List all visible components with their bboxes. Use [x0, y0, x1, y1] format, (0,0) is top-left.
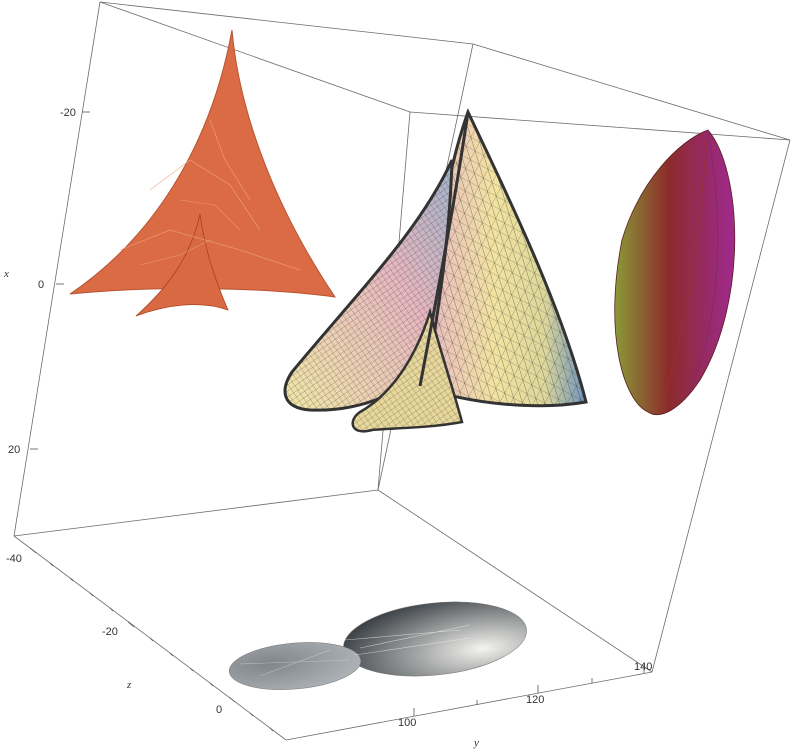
x-tick-label: 20 [8, 444, 20, 456]
z-tick-label: -20 [102, 626, 118, 638]
x-tick-label: 0 [38, 279, 44, 291]
x-axis-label: x [3, 268, 9, 280]
y-projection-surface [614, 129, 736, 416]
y-axis-label: y [473, 737, 479, 749]
y-tick-label: 140 [634, 661, 652, 673]
z-axis-label: z [126, 679, 132, 691]
y-tick-label: 120 [526, 694, 544, 706]
x-projection-surface [69, 29, 337, 317]
main-surface [283, 108, 588, 433]
z-tick-label: -40 [6, 553, 22, 565]
z-axis: -40 -20 0 z [6, 547, 274, 732]
x-axis: -20 0 20 x [3, 107, 90, 456]
x-tick-label: -20 [60, 107, 76, 119]
z-projection-shadow [228, 601, 527, 690]
y-axis: 100 120 140 y [398, 661, 652, 749]
y-tick-label: 100 [398, 717, 416, 729]
z-tick-label: 0 [216, 704, 222, 716]
